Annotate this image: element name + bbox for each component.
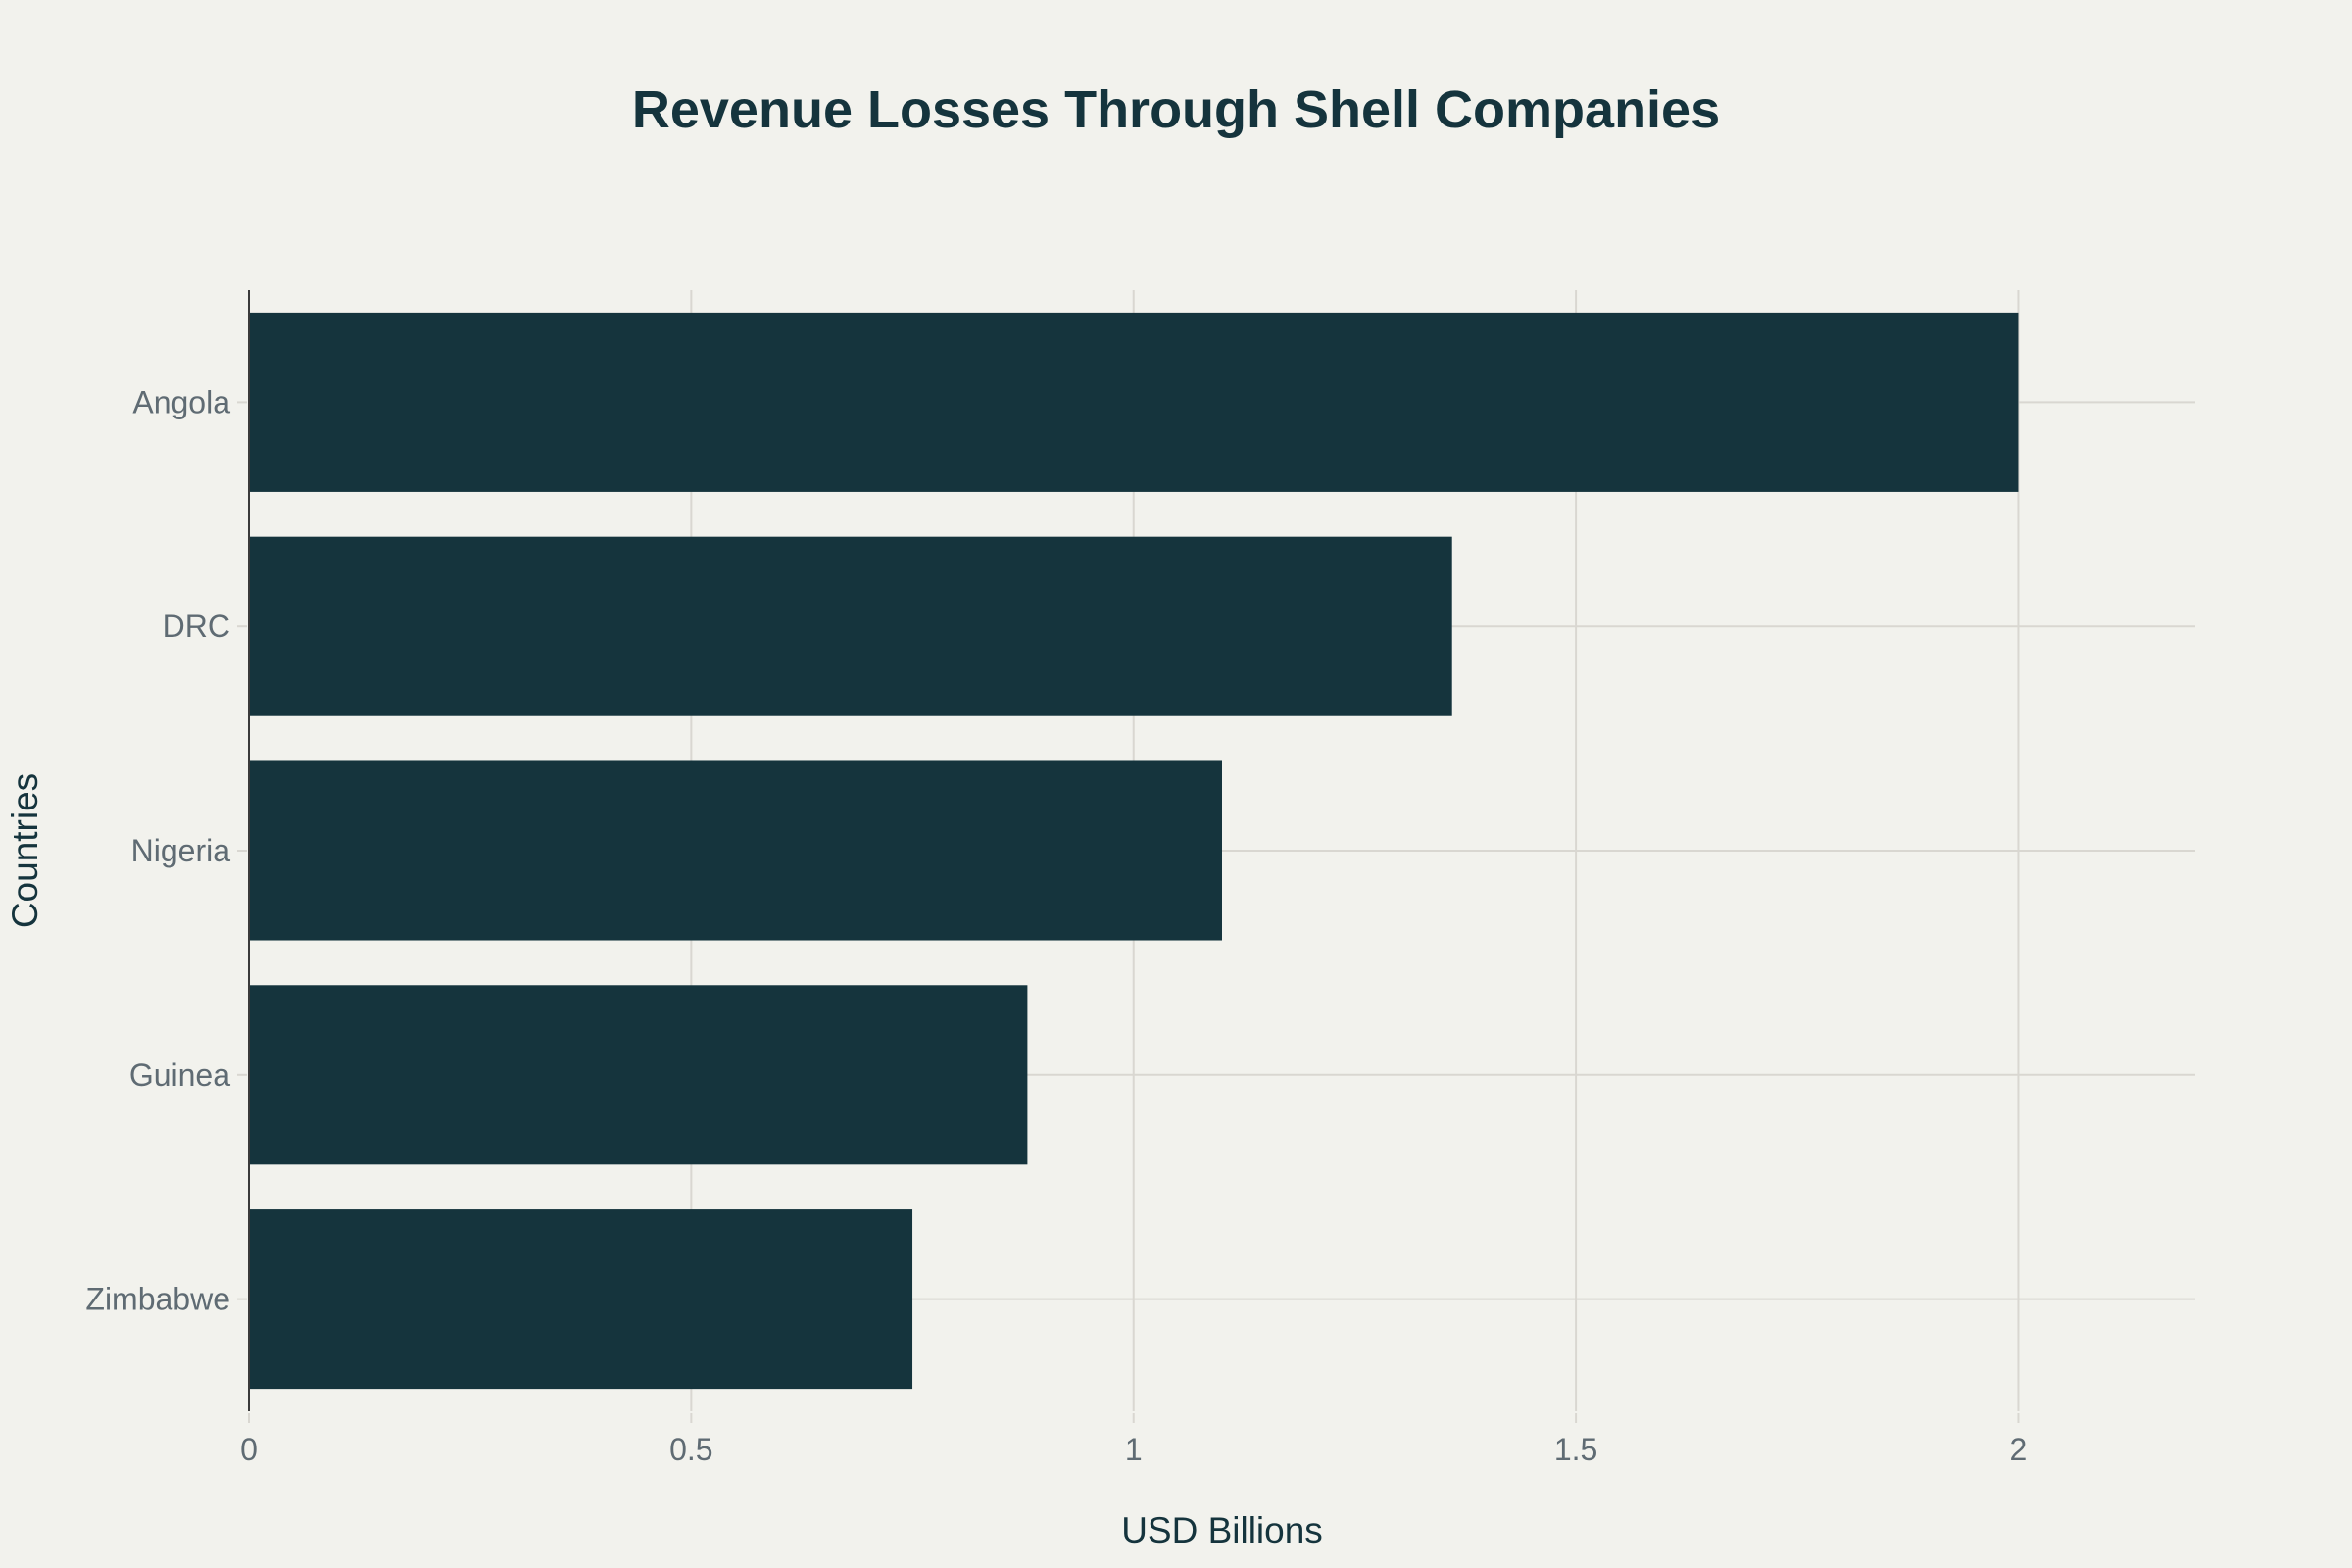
x-tick-label: 0.5: [669, 1432, 712, 1467]
chart-title: Revenue Losses Through Shell Companies: [632, 80, 1720, 139]
x-tick-label: 2: [2010, 1432, 2028, 1467]
bar: [249, 760, 1222, 941]
bar: [249, 312, 2019, 492]
y-tick-label: Zimbabwe: [85, 1282, 230, 1317]
y-tick-label: Nigeria: [131, 833, 231, 868]
bar: [249, 1209, 913, 1390]
y-tick-label: Guinea: [129, 1057, 230, 1093]
x-tick-label: 1: [1125, 1432, 1143, 1467]
y-axis-title: Countries: [5, 773, 45, 928]
x-tick-label: 0: [240, 1432, 258, 1467]
x-tick-label: 1.5: [1554, 1432, 1597, 1467]
y-tick-label: Angola: [132, 384, 230, 419]
bar: [249, 536, 1452, 716]
x-axis-ticks: 0 0.5 1 1.5 2: [240, 1413, 2027, 1467]
bars: [249, 312, 2019, 1390]
x-axis-title: USD Billions: [1121, 1510, 1323, 1550]
y-axis-ticks: Angola DRC Nigeria Guinea Zimbabwe: [85, 384, 247, 1317]
bar: [249, 985, 1028, 1165]
y-tick-label: DRC: [163, 609, 230, 644]
